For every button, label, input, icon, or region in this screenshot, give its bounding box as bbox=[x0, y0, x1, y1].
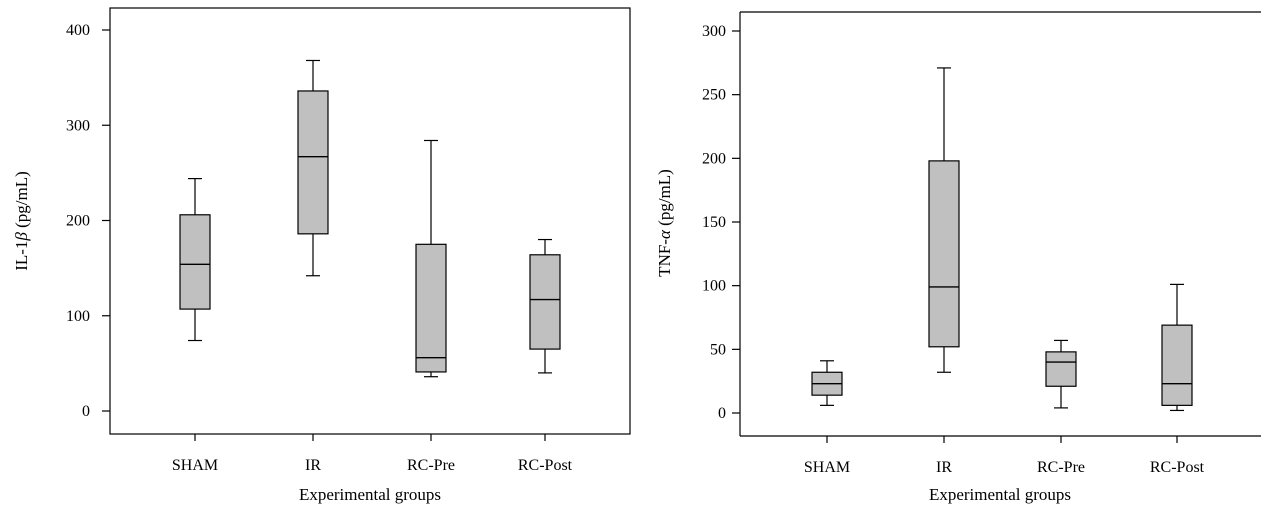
x-tick-label: RC-Pre bbox=[1037, 459, 1085, 476]
boxes bbox=[811, 67, 1193, 412]
iqr-box bbox=[1045, 351, 1077, 387]
tnfa-panel: 0 50 100 150 200 250 300 SHAM IR RC-Pre RC-Post E… bbox=[655, 11, 1261, 504]
box-rc-post bbox=[529, 238, 561, 374]
y-tick-label: 200 bbox=[66, 213, 90, 230]
iqr-box bbox=[415, 243, 447, 373]
box-rc-pre bbox=[415, 139, 447, 378]
box-rc-pre bbox=[1045, 339, 1077, 409]
y-tick-label: 200 bbox=[702, 150, 726, 167]
y-tick-label: 300 bbox=[66, 117, 90, 134]
iqr-box bbox=[1161, 324, 1193, 406]
y-tick-label: 0 bbox=[718, 405, 726, 422]
y-axis: 0 100 200 300 400 bbox=[66, 22, 110, 420]
y-tick-label: 400 bbox=[66, 22, 90, 39]
iqr-box bbox=[297, 90, 329, 235]
x-axis: SHAM IR RC-Pre RC-Post bbox=[804, 436, 1205, 476]
y-tick-label: 250 bbox=[702, 87, 726, 104]
x-tick-label: RC-Post bbox=[1150, 459, 1205, 476]
x-tick-label: RC-Post bbox=[518, 457, 573, 474]
x-axis-title: Experimental groups bbox=[929, 485, 1071, 504]
x-tick-label: SHAM bbox=[804, 459, 850, 476]
il1b-panel: 0 100 200 300 400 SHAM IR RC-Pre RC-Post Experi… bbox=[12, 7, 631, 504]
y-axis-title: TNF-α (pg/mL) bbox=[655, 169, 674, 277]
y-tick-label: 300 bbox=[702, 23, 726, 40]
x-tick-label: SHAM bbox=[172, 457, 218, 474]
y-tick-label: 0 bbox=[82, 403, 90, 420]
iqr-box bbox=[529, 254, 561, 350]
x-tick-label: IR bbox=[936, 459, 952, 476]
beta-symbol: β bbox=[12, 232, 31, 242]
alpha-symbol: α bbox=[655, 229, 674, 239]
x-axis: SHAM IR RC-Pre RC-Post bbox=[172, 434, 573, 474]
box-sham bbox=[811, 360, 843, 406]
y-axis: 0 50 100 150 200 250 300 bbox=[702, 23, 740, 422]
box-ir bbox=[297, 59, 329, 277]
y-tick-label: 100 bbox=[702, 278, 726, 295]
y-tick-label: 100 bbox=[66, 308, 90, 325]
box-rc-post bbox=[1161, 283, 1193, 412]
iqr-box bbox=[179, 214, 211, 310]
y-tick-label: 150 bbox=[702, 214, 726, 231]
x-tick-label: IR bbox=[305, 457, 321, 474]
x-axis-title: Experimental groups bbox=[299, 485, 441, 504]
y-axis-title: IL-1β (pg/mL) bbox=[12, 171, 31, 271]
boxes bbox=[179, 59, 561, 378]
box-sham bbox=[179, 177, 211, 342]
y-tick-label: 50 bbox=[710, 341, 726, 358]
iqr-box bbox=[928, 160, 960, 348]
x-tick-label: RC-Pre bbox=[407, 457, 455, 474]
box-ir bbox=[928, 67, 960, 373]
